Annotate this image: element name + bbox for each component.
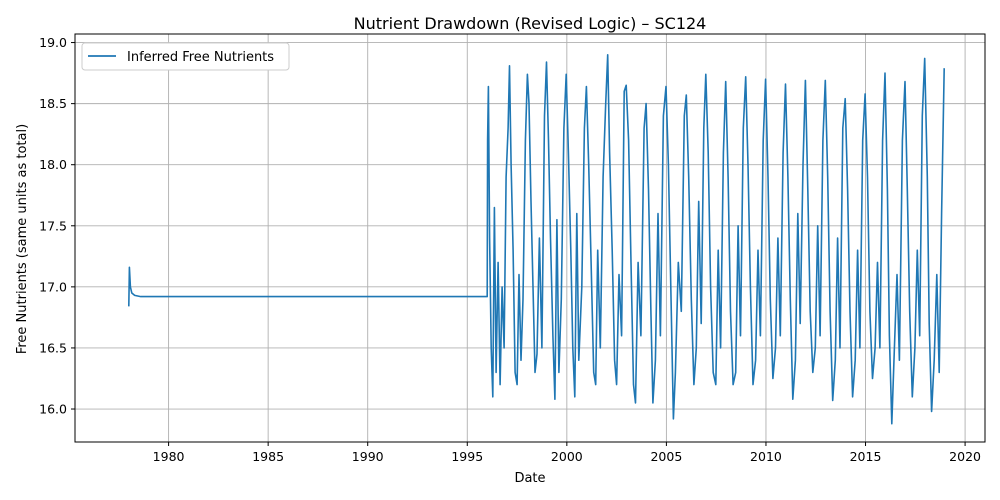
y-tick-label: 18.0 bbox=[39, 157, 67, 172]
chart-title: Nutrient Drawdown (Revised Logic) – SC12… bbox=[354, 14, 707, 33]
x-tick-label: 2020 bbox=[949, 449, 981, 464]
legend: Inferred Free Nutrients bbox=[81, 42, 290, 71]
y-tick-label: 17.0 bbox=[39, 279, 67, 294]
x-tick-label: 1995 bbox=[451, 449, 483, 464]
x-axis: 1980 1985 1990 1995 2000 2005 2010 2015 2020 bbox=[153, 442, 981, 464]
legend-label: Inferred Free Nutrients bbox=[127, 50, 274, 65]
x-tick-label: 1985 bbox=[252, 449, 284, 464]
x-tick-label: 1980 bbox=[153, 449, 185, 464]
legend-box bbox=[81, 42, 290, 71]
x-tick-label: 2015 bbox=[850, 449, 882, 464]
y-tick-label: 16.0 bbox=[39, 402, 67, 417]
y-tick-label: 18.5 bbox=[39, 96, 67, 111]
y-tick-label: 17.5 bbox=[39, 218, 67, 233]
y-tick-label: 16.5 bbox=[39, 340, 67, 355]
plot-area bbox=[128, 54, 945, 425]
x-tick-label: 2010 bbox=[750, 449, 782, 464]
plot-frame bbox=[74, 33, 986, 443]
y-tick-label: 19.0 bbox=[39, 35, 67, 50]
x-tick-label: 1990 bbox=[352, 449, 384, 464]
y-axis-title: Free Nutrients (same units as total) bbox=[15, 124, 30, 354]
x-tick-label: 2000 bbox=[551, 449, 583, 464]
x-axis-title: Date bbox=[514, 471, 545, 486]
x-tick-label: 2005 bbox=[650, 449, 682, 464]
y-axis: 16.0 16.5 17.0 17.5 18.0 18.5 19.0 bbox=[39, 35, 75, 417]
series-line-inferred-free-nutrients bbox=[128, 54, 945, 425]
